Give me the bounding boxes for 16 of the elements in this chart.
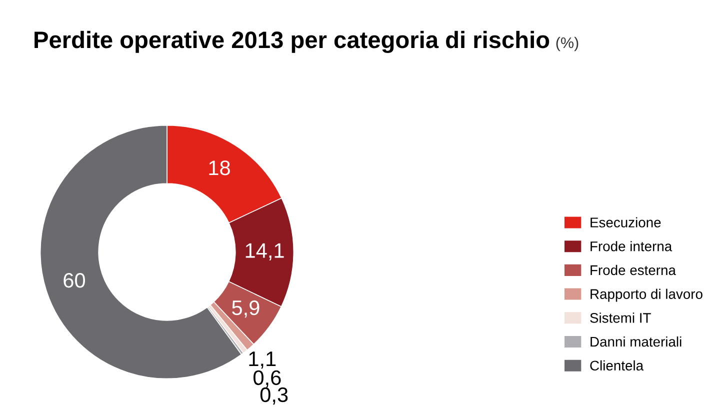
legend-label: Frode esterna: [590, 264, 676, 276]
legend-label: Esecuzione: [590, 217, 661, 228]
chart-subtitle: (%): [556, 36, 578, 52]
chart-title: Perdite operative 2013 per categoria di rischio: [34, 30, 550, 54]
data-label: 0,6: [254, 370, 281, 388]
data-label: 1,1: [249, 352, 276, 369]
data-label: 18: [209, 160, 230, 176]
legend-label: Clientela: [590, 360, 644, 371]
data-label: 14,1: [246, 243, 284, 260]
legend-label: Frode interna: [590, 241, 672, 252]
data-label: 60: [64, 272, 86, 288]
legend-label: Danni materiali: [590, 336, 682, 347]
data-label: 0,3: [260, 387, 288, 405]
data-label: 5,9: [232, 300, 260, 318]
legend-label: Rapporto di lavoro: [590, 288, 702, 302]
legend-label: Sistemi IT: [590, 312, 651, 323]
